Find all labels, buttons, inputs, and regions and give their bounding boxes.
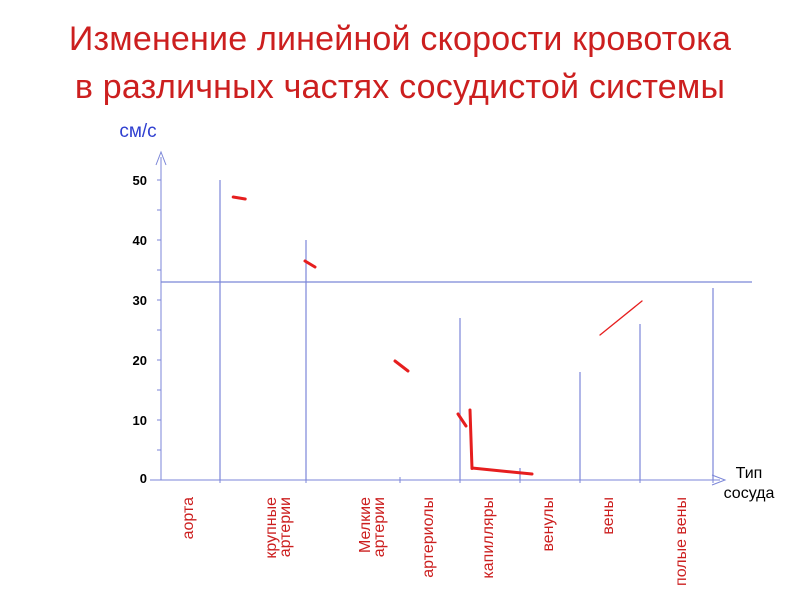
category-label: артерии [371,497,388,557]
velocity-curve-segment [303,259,317,269]
velocity-curve-segment [393,359,410,373]
chart-title-line-2: в различных частях сосудистой системы [74,68,726,106]
velocity-curve-segment [468,408,474,470]
velocity-curve-segment [231,195,247,201]
y-tick-label: 30 [133,293,147,308]
x-axis-title: сосуда [724,485,775,502]
category-label: вены [600,497,617,535]
y-tick-label: 0 [140,471,147,486]
y-axis-unit: см/с [119,121,156,142]
velocity-curve-segment [599,300,643,336]
y-tick-label: 40 [133,233,147,248]
chart-title-line-1: Изменение линейной скорости кровотока [68,20,732,58]
y-tick-label: 20 [133,353,147,368]
y-tick-label: 10 [133,413,147,428]
category-label: полые вены [673,497,690,586]
y-tick-label: 50 [133,173,147,188]
y-axis-arrow [155,150,167,166]
category-label: артерии [277,497,294,557]
category-label: аорта [180,497,197,539]
category-label: Мелкие [357,497,374,553]
category-label: артериолы [420,497,437,578]
x-axis-arrow [711,474,727,486]
category-label: капилляры [480,497,497,579]
x-axis-title: Тип [736,465,763,482]
category-label: крупные [263,497,280,559]
category-label: венулы [540,497,557,552]
velocity-curve-segment [456,412,468,428]
velocity-curve-segment [470,466,534,476]
